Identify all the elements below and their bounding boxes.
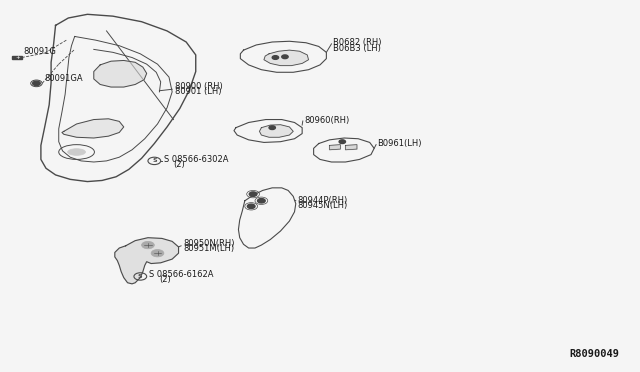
Polygon shape: [259, 125, 293, 137]
Circle shape: [339, 140, 346, 144]
Circle shape: [257, 199, 265, 203]
Text: 80091G: 80091G: [24, 47, 56, 57]
Text: 80091GA: 80091GA: [45, 74, 83, 83]
Polygon shape: [62, 119, 124, 138]
Ellipse shape: [68, 149, 86, 155]
Circle shape: [33, 81, 40, 86]
Polygon shape: [115, 238, 179, 284]
Text: R8090049: R8090049: [570, 349, 620, 359]
Text: 80944P(RH): 80944P(RH): [298, 196, 348, 205]
Circle shape: [282, 55, 288, 59]
Text: S 08566-6162A: S 08566-6162A: [149, 270, 214, 279]
Circle shape: [247, 204, 255, 209]
Bar: [12, 55, 22, 60]
Circle shape: [141, 241, 154, 249]
Circle shape: [272, 56, 278, 60]
Text: +: +: [15, 55, 20, 60]
Polygon shape: [330, 145, 340, 150]
Polygon shape: [94, 61, 147, 87]
Polygon shape: [346, 145, 357, 150]
Text: 80950N(RH): 80950N(RH): [183, 239, 234, 248]
Text: 80951M(LH): 80951M(LH): [183, 244, 234, 253]
Text: B0682 (RH): B0682 (RH): [333, 38, 381, 47]
Circle shape: [269, 126, 275, 129]
Text: S 08566-6302A: S 08566-6302A: [164, 155, 228, 164]
Text: S: S: [152, 158, 157, 163]
Text: B0961(LH): B0961(LH): [378, 139, 422, 148]
Text: B06B3 (LH): B06B3 (LH): [333, 44, 381, 53]
Polygon shape: [264, 50, 308, 65]
Text: 80901 (LH): 80901 (LH): [175, 87, 221, 96]
Circle shape: [249, 192, 257, 196]
Text: 80900 (RH): 80900 (RH): [175, 82, 223, 91]
Text: (2): (2): [173, 160, 185, 169]
Text: (2): (2): [159, 275, 171, 284]
Text: 80960(RH): 80960(RH): [305, 116, 350, 125]
Text: S: S: [138, 274, 143, 279]
Text: 80945N(LH): 80945N(LH): [298, 201, 348, 210]
Circle shape: [151, 250, 164, 257]
